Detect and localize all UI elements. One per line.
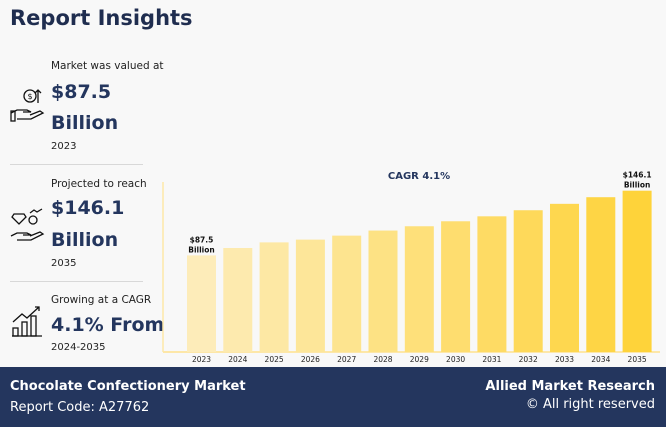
bar-2030 bbox=[441, 221, 471, 352]
x-tick-label: 2028 bbox=[373, 355, 392, 364]
x-tick-label: 2034 bbox=[591, 355, 610, 364]
stat-year: 2023 bbox=[51, 141, 77, 152]
stat-unit: Billion bbox=[51, 229, 119, 251]
bar-2025 bbox=[259, 242, 289, 352]
page-title: Report Insights bbox=[10, 6, 193, 30]
bar-2033 bbox=[550, 203, 579, 352]
bar-2028 bbox=[368, 230, 398, 352]
svg-text:$: $ bbox=[28, 92, 33, 101]
bar-2027 bbox=[332, 235, 362, 352]
stat-year: 2035 bbox=[51, 258, 77, 269]
copyright: © All right reserved bbox=[525, 397, 655, 412]
bar-2024 bbox=[223, 247, 253, 352]
x-tick-label: 2026 bbox=[301, 355, 320, 364]
bar-2023 bbox=[187, 255, 216, 352]
x-tick-label: 2032 bbox=[519, 355, 538, 364]
bar-2035 bbox=[622, 190, 652, 352]
stat-value: $146.1 bbox=[51, 197, 125, 219]
brand-name: Allied Market Research bbox=[485, 379, 655, 394]
footer: Chocolate Confectionery Market Report Co… bbox=[0, 367, 666, 427]
data-label: $87.5 bbox=[190, 235, 214, 244]
hand-diamond-dollar-icon bbox=[10, 208, 45, 241]
stat-value: 4.1% From bbox=[51, 314, 165, 336]
x-tick-label: 2030 bbox=[446, 355, 465, 364]
report-code: Report Code: A27762 bbox=[10, 400, 150, 415]
data-label: Billion bbox=[188, 245, 215, 254]
stat-year: 2024-2035 bbox=[51, 342, 106, 353]
stat-label: Market was valued at bbox=[51, 60, 164, 72]
x-tick-label: 2031 bbox=[482, 355, 501, 364]
bar-2026 bbox=[295, 239, 325, 352]
x-tick-label: 2023 bbox=[192, 355, 211, 364]
stat-market-value: $ Market was valued at $87.5 Billion 202… bbox=[10, 55, 164, 155]
bar-2029 bbox=[404, 226, 434, 352]
divider bbox=[10, 164, 143, 165]
market-name: Chocolate Confectionery Market bbox=[10, 379, 246, 394]
stat-projected-value: Projected to reach $146.1 Billion 2035 bbox=[10, 172, 147, 272]
x-tick-label: 2033 bbox=[555, 355, 574, 364]
bar-2034 bbox=[586, 197, 616, 352]
x-tick-label: 2024 bbox=[228, 355, 247, 364]
hand-dollar-growth-icon: $ bbox=[10, 89, 45, 122]
x-tick-label: 2029 bbox=[410, 355, 429, 364]
stat-unit: Billion bbox=[51, 112, 119, 134]
x-tick-label: 2035 bbox=[628, 355, 647, 364]
data-label: Billion bbox=[624, 181, 651, 190]
data-label: $146.1 bbox=[623, 171, 652, 180]
bar-2032 bbox=[513, 210, 543, 352]
stat-value: $87.5 bbox=[51, 81, 112, 103]
bar-chart-growth-icon bbox=[12, 306, 42, 337]
x-tick-label: 2025 bbox=[265, 355, 284, 364]
x-tick-label: 2027 bbox=[337, 355, 356, 364]
stat-cagr: Growing at a CAGR 4.1% From 2024-2035 bbox=[10, 290, 164, 360]
divider bbox=[10, 281, 143, 282]
stat-label: Projected to reach bbox=[51, 178, 147, 190]
chart-title: CAGR 4.1% bbox=[388, 171, 450, 182]
bar-chart: CAGR 4.1% 2023 2024 2025 2026 2027 2028 2029 203… bbox=[162, 171, 660, 364]
stat-label: Growing at a CAGR bbox=[51, 294, 152, 306]
bar-2031 bbox=[477, 216, 507, 352]
